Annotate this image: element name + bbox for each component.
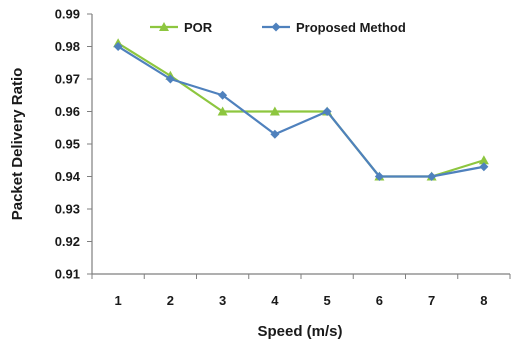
legend-item: Proposed Method xyxy=(262,20,406,35)
x-tick-label: 4 xyxy=(271,293,279,308)
legend-label: Proposed Method xyxy=(296,20,406,35)
x-tick-label: 1 xyxy=(115,293,122,308)
x-tick-label: 2 xyxy=(167,293,174,308)
legend-marker xyxy=(159,22,169,31)
x-tick-label: 8 xyxy=(480,293,487,308)
x-tick-label: 6 xyxy=(376,293,383,308)
series-line xyxy=(117,45,485,178)
y-axis-title: Packet Delivery Ratio xyxy=(9,68,26,221)
legend-item: POR xyxy=(150,20,213,35)
y-tick-label: 0.92 xyxy=(55,234,80,249)
x-tick-label: 5 xyxy=(324,293,331,308)
x-tick-label: 3 xyxy=(219,293,226,308)
series-layer xyxy=(113,38,489,181)
data-point xyxy=(218,90,228,100)
y-tick-label: 0.91 xyxy=(55,267,80,282)
y-tick-label: 0.96 xyxy=(55,104,80,119)
data-point xyxy=(479,162,489,172)
y-tick-label: 0.97 xyxy=(55,72,80,87)
y-tick-label: 0.93 xyxy=(55,202,80,217)
data-point xyxy=(478,155,489,165)
y-tick-label: 0.98 xyxy=(55,39,80,54)
data-point xyxy=(322,107,332,116)
data-point xyxy=(427,172,437,181)
data-point xyxy=(165,74,175,84)
data-point xyxy=(374,172,384,181)
x-tick-label: 7 xyxy=(428,293,435,308)
series-line xyxy=(117,42,485,178)
y-tick-label: 0.94 xyxy=(55,169,81,184)
x-ticks: 1 2 3 4 5 6 7 8 xyxy=(91,274,511,308)
y-tick-label: 0.95 xyxy=(55,137,80,152)
legend-marker xyxy=(271,22,281,32)
data-point xyxy=(270,129,280,139)
y-tick-label: 0.99 xyxy=(55,7,80,22)
axes xyxy=(91,14,510,275)
data-point xyxy=(217,106,228,116)
y-ticks: 0.91 0.92 0.93 0.94 0.95 0.96 0.97 0.98 0.99 xyxy=(55,7,92,282)
legend: POR Proposed Method xyxy=(150,20,406,35)
legend-label: POR xyxy=(184,20,213,35)
x-axis-title: Speed (m/s) xyxy=(257,323,342,340)
series-por xyxy=(113,38,489,181)
data-point xyxy=(269,106,280,116)
data-point xyxy=(113,42,123,51)
series-proposed-method xyxy=(113,42,489,181)
